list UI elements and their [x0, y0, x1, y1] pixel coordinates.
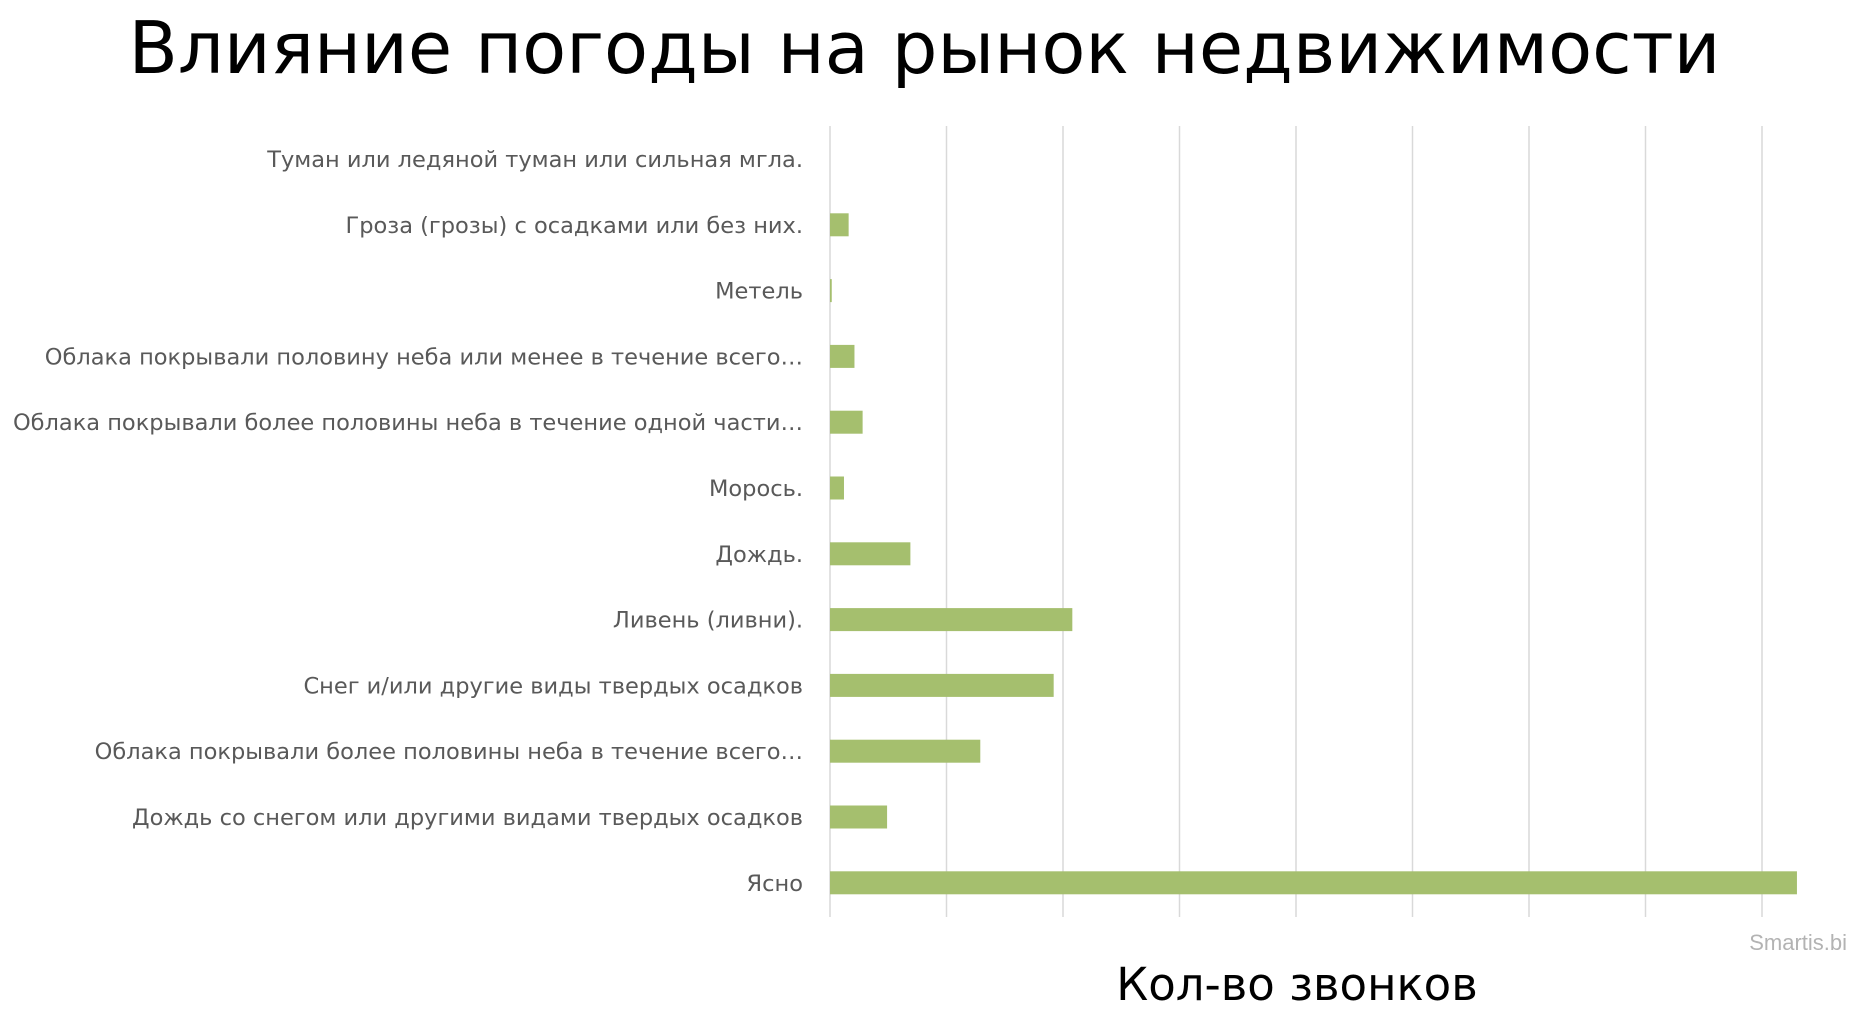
bar: [830, 213, 849, 237]
bar: [830, 608, 1073, 632]
bars: [830, 213, 1797, 895]
bar: [830, 871, 1797, 895]
bar: [830, 279, 832, 303]
category-label: Метель: [715, 279, 803, 305]
category-label: Облака покрывали половину неба или менее…: [45, 344, 803, 370]
category-label: Ясно: [747, 871, 803, 897]
category-label: Гроза (грозы) с осадками или без них.: [345, 213, 803, 239]
category-labels: Туман или ледяной туман или сильная мгла…: [13, 147, 803, 897]
bar: [830, 410, 863, 434]
bar: [830, 805, 888, 829]
category-label: Дождь со снегом или другими видами тверд…: [132, 805, 803, 831]
bar: [830, 542, 911, 566]
bar: [830, 739, 981, 763]
category-label: Морось.: [709, 476, 803, 502]
category-label: Облака покрывали более половины неба в т…: [95, 739, 803, 765]
category-label: Снег и/или другие виды твердых осадков: [303, 673, 803, 699]
category-label: Туман или ледяной туман или сильная мгла…: [266, 147, 803, 173]
bar: [830, 344, 855, 368]
category-label: Облака покрывали более половины неба в т…: [13, 410, 803, 436]
x-axis-label: Кол-во звонков: [1116, 958, 1478, 1011]
bar: [830, 476, 844, 500]
category-label: Дождь.: [715, 542, 803, 568]
gridlines: [829, 126, 1763, 917]
category-label: Ливень (ливни).: [613, 608, 803, 634]
chart-title: Влияние погоды на рынок недвижимости: [128, 6, 1721, 90]
watermark: Smartis.bi: [1749, 930, 1847, 955]
bar: [830, 673, 1054, 697]
